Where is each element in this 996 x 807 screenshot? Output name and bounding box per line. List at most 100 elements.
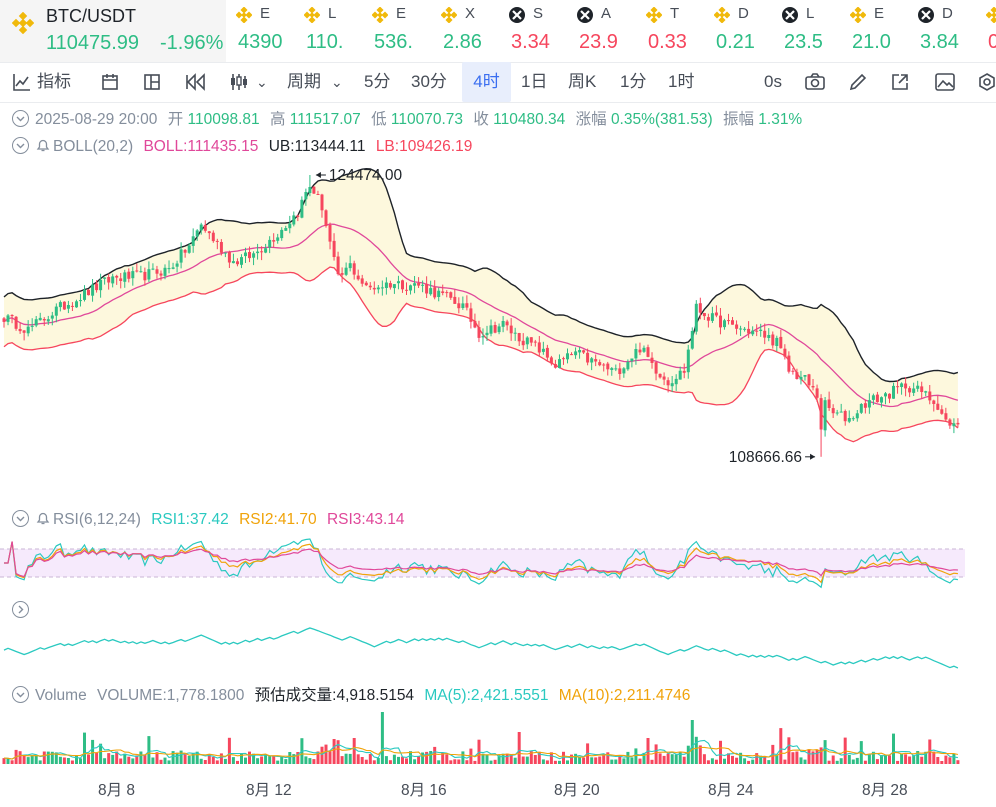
candle-type-icon[interactable] xyxy=(229,73,249,91)
main-pair-card[interactable]: BTC/USDT 110475.99 -1.96% xyxy=(0,0,226,62)
candle-body xyxy=(863,403,867,408)
candle-body xyxy=(884,393,887,397)
candle-body xyxy=(191,236,195,246)
ticker-item[interactable]: E 536. xyxy=(362,0,424,62)
candle-body xyxy=(779,336,783,349)
candle-body xyxy=(678,370,682,380)
image-icon[interactable] xyxy=(935,73,955,91)
candle-body xyxy=(618,368,622,374)
candle-body xyxy=(75,301,78,308)
volume-bar xyxy=(851,759,855,764)
candle-body xyxy=(135,270,139,272)
candle-body xyxy=(739,328,743,330)
volume-bar xyxy=(175,752,179,764)
volume-bar xyxy=(863,760,867,764)
bollinger-lower-line xyxy=(3,266,959,443)
candle-body xyxy=(481,336,485,338)
ticker-symbol: E xyxy=(396,5,407,22)
candle-body xyxy=(457,303,461,309)
interval-30m[interactable]: 30分 xyxy=(411,72,447,91)
collapse-chevron-icon[interactable] xyxy=(12,137,29,155)
interval-1h[interactable]: 1时 xyxy=(668,72,695,91)
volume-bar xyxy=(324,744,328,764)
period-dropdown[interactable]: 周期 xyxy=(287,72,321,91)
candle-body xyxy=(880,397,883,403)
volume-bar xyxy=(815,749,819,764)
replay-icon[interactable] xyxy=(186,73,208,91)
ticker-item[interactable]: 0.0 xyxy=(976,0,996,62)
candle-body xyxy=(368,285,372,288)
volume-bar xyxy=(682,756,686,764)
ticker-item[interactable]: A 23.9 xyxy=(567,0,629,62)
volume-bar xyxy=(111,754,115,764)
ticker-item[interactable]: L 110. xyxy=(294,0,356,62)
interval-5m[interactable]: 5分 xyxy=(364,72,391,91)
volume-bar xyxy=(807,749,811,764)
ticker-item[interactable]: T 0.33 xyxy=(636,0,698,62)
interval-1m[interactable]: 1分 xyxy=(620,72,647,91)
ticker-symbol: T xyxy=(670,5,680,22)
settings-icon[interactable] xyxy=(977,73,996,91)
volume-bar xyxy=(493,759,497,764)
volume-bar xyxy=(654,744,658,764)
candle-body xyxy=(151,268,155,270)
volume-bar xyxy=(606,752,610,764)
camera-icon[interactable] xyxy=(805,73,825,91)
interval-4h[interactable]: 4时 xyxy=(462,62,511,102)
ticker-item[interactable]: E 4390 xyxy=(226,0,288,62)
volume-bar xyxy=(775,755,779,764)
volume-bar xyxy=(570,754,573,764)
candle-body xyxy=(34,319,38,326)
candle-body xyxy=(775,337,779,346)
ticker-item[interactable]: L 23.5 xyxy=(772,0,834,62)
volume-bar xyxy=(58,756,62,764)
ticker-item[interactable]: S 3.34 xyxy=(499,0,561,62)
volume-bar xyxy=(839,758,843,764)
volume-bar xyxy=(831,755,835,764)
candle-body xyxy=(662,376,666,380)
collapse-chevron-icon[interactable] xyxy=(12,510,29,528)
volume-bar xyxy=(62,757,66,764)
volume-bar xyxy=(268,755,272,764)
volume-bar xyxy=(626,751,630,764)
share-icon[interactable] xyxy=(891,73,909,91)
candle-body xyxy=(268,239,272,248)
chevron-down-icon[interactable]: ⌄ xyxy=(331,74,343,90)
volume-bar xyxy=(521,756,525,764)
volume-bar xyxy=(159,759,163,764)
candle-body xyxy=(622,368,626,374)
volume-bar xyxy=(928,739,932,764)
ticker-item[interactable]: X 2.86 xyxy=(431,0,493,62)
candle-body xyxy=(79,300,82,302)
volume-bar xyxy=(477,739,481,764)
expand-chevron-icon[interactable] xyxy=(12,601,29,619)
ticker-item[interactable]: E 21.0 xyxy=(840,0,902,62)
layout-icon[interactable] xyxy=(143,73,161,91)
candle-body xyxy=(380,287,384,289)
volume-bar xyxy=(896,760,900,764)
candle-body xyxy=(207,231,211,234)
interval-1w[interactable]: 周K xyxy=(568,72,597,91)
ohlc-row: 2025-08-29 20:00 开 110098.81 高 111517.07… xyxy=(0,108,996,132)
collapse-chevron-icon[interactable] xyxy=(12,686,29,704)
candle-body xyxy=(928,391,932,401)
candle-body xyxy=(908,388,912,393)
ticker-item[interactable]: D 0.21 xyxy=(704,0,766,62)
pencil-icon[interactable] xyxy=(849,73,867,91)
chevron-down-icon[interactable]: ⌄ xyxy=(256,74,268,90)
calendar-icon[interactable] xyxy=(101,73,119,91)
indicators-button[interactable]: 指标 xyxy=(37,72,71,91)
candle-body xyxy=(256,251,260,254)
ticker-value: 3.34 xyxy=(511,31,550,53)
candle-body xyxy=(570,354,573,356)
bell-icon[interactable] xyxy=(35,137,51,153)
candle-body xyxy=(449,292,453,298)
bell-icon[interactable] xyxy=(35,510,51,526)
interval-1d[interactable]: 1日 xyxy=(521,72,548,91)
volume-bar xyxy=(771,744,775,764)
ticker-item[interactable]: D 3.84 xyxy=(908,0,970,62)
volume-bar xyxy=(437,760,441,764)
volume-bar xyxy=(920,756,924,764)
volume-bar xyxy=(417,756,421,764)
collapse-chevron-icon[interactable] xyxy=(12,110,29,128)
